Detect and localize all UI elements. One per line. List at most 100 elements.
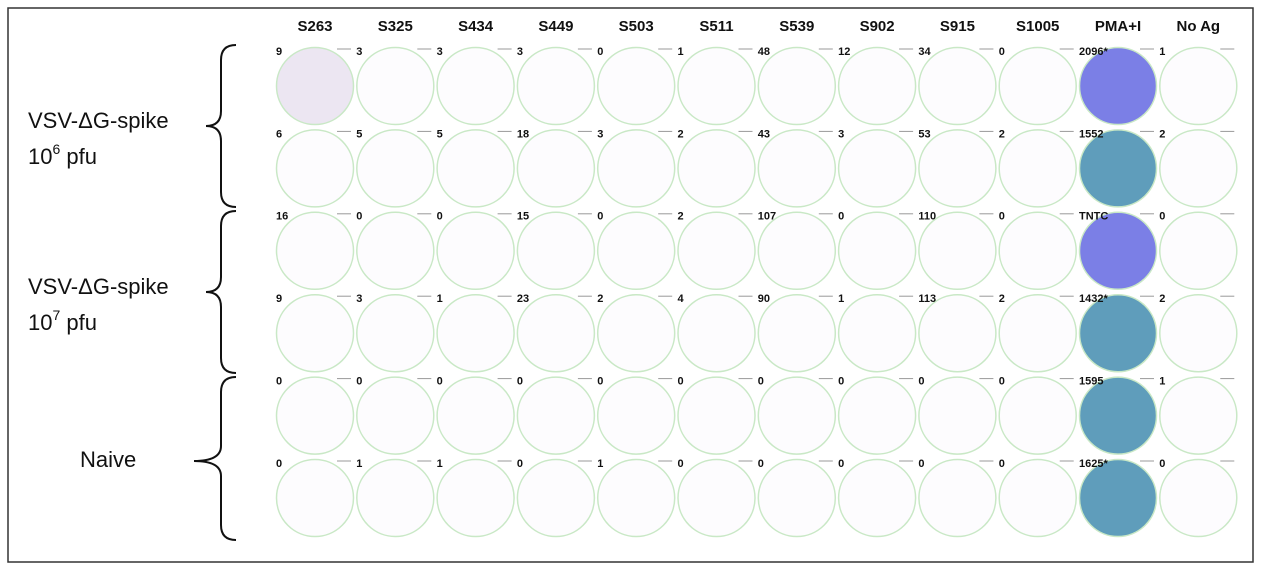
well [919,212,996,289]
well [999,460,1076,537]
well [437,377,514,454]
spot-count: 4 [678,293,685,305]
well [678,295,755,372]
dose-exponent: 6 [52,141,60,157]
well [598,377,675,454]
well [517,377,594,454]
well [839,130,916,207]
group-dose: 106 pfu [28,141,97,169]
well [839,460,916,537]
column-header: S325 [378,18,413,35]
well [1080,48,1157,125]
spot-count: 1 [1159,376,1165,388]
spot-count: 0 [517,376,523,388]
spot-count: 3 [517,46,523,58]
spot-count: 2 [1159,293,1165,305]
spot-count: 0 [758,458,764,470]
well [517,212,594,289]
well [839,48,916,125]
well [1160,212,1237,289]
well [437,48,514,125]
well [1080,295,1157,372]
column-header: S263 [297,18,332,35]
spot-count: 5 [437,128,443,140]
spot-count: 107 [758,211,776,223]
well [919,130,996,207]
spot-count: 0 [678,376,684,388]
spot-count: 2 [999,293,1005,305]
spot-count: 2 [999,128,1005,140]
spot-count: 2 [678,128,684,140]
spot-count: 3 [838,128,844,140]
figure: VSV-ΔG-spike 106 pfu VSV-ΔG-spike 107 pf… [0,0,1261,570]
well [839,377,916,454]
well [1080,460,1157,537]
well [1160,460,1237,537]
spot-count: 2096* [1079,46,1108,58]
spot-count: 1 [356,458,362,470]
spot-count: 1 [437,293,443,305]
column-header: S915 [940,18,975,35]
spot-count: 0 [517,458,523,470]
spot-count: 0 [597,211,603,223]
spot-count: 0 [437,376,443,388]
spot-count: 15 [517,211,529,223]
well [598,460,675,537]
well [999,130,1076,207]
column-header: PMA+I [1095,18,1141,35]
spot-count: TNTC [1079,211,1108,223]
well [277,130,354,207]
well [357,377,434,454]
spot-count: 53 [918,128,930,140]
spot-count: 0 [678,458,684,470]
well [517,130,594,207]
well [919,295,996,372]
spot-count: 0 [918,376,924,388]
well [277,460,354,537]
spot-count: 90 [758,293,770,305]
spot-count: 1 [597,458,603,470]
spot-count: 0 [999,46,1005,58]
spot-count: 0 [276,458,282,470]
well [598,295,675,372]
spot-count: 113 [918,293,936,305]
well [1080,212,1157,289]
well [357,212,434,289]
spot-count: 0 [597,46,603,58]
spot-count: 110 [918,211,936,223]
spot-count: 3 [597,128,603,140]
well [437,460,514,537]
well [1160,48,1237,125]
well [517,295,594,372]
spot-count: 0 [1159,211,1165,223]
well [277,48,354,125]
well [598,212,675,289]
spot-count: 0 [999,211,1005,223]
spot-count: 48 [758,46,770,58]
spot-count: 0 [356,211,362,223]
well [919,377,996,454]
well [357,130,434,207]
spot-count: 0 [918,458,924,470]
well [277,377,354,454]
well [758,212,835,289]
spot-count: 0 [276,376,282,388]
group-label: Naive [80,447,136,472]
spot-count: 43 [758,128,770,140]
well [919,48,996,125]
spot-count: 0 [838,376,844,388]
column-header: S434 [458,18,494,35]
well [678,48,755,125]
well [277,212,354,289]
spot-count: 0 [999,376,1005,388]
spot-count: 2 [597,293,603,305]
column-header: S449 [538,18,573,35]
dose-unit: pfu [60,144,97,169]
spot-count: 1552 [1079,128,1103,140]
well [357,460,434,537]
well [517,460,594,537]
well [919,460,996,537]
spot-count: 1 [678,46,684,58]
well [357,295,434,372]
well [758,48,835,125]
